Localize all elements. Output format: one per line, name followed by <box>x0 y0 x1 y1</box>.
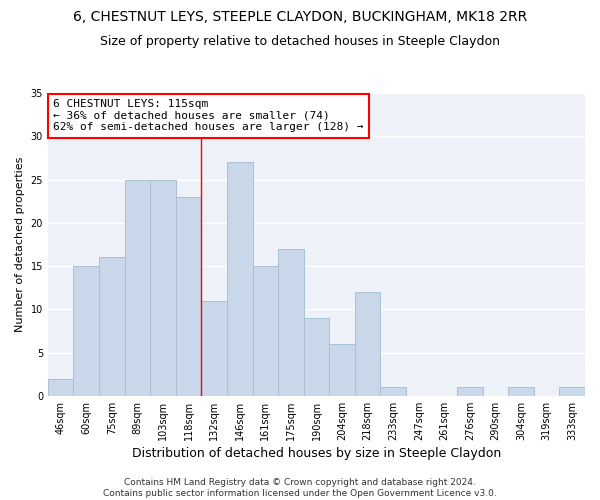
Bar <box>253 266 278 396</box>
Bar <box>355 292 380 396</box>
X-axis label: Distribution of detached houses by size in Steeple Claydon: Distribution of detached houses by size … <box>132 447 501 460</box>
Bar <box>304 318 329 396</box>
Bar <box>176 197 202 396</box>
Bar <box>329 344 355 396</box>
Bar <box>125 180 150 396</box>
Text: 6, CHESTNUT LEYS, STEEPLE CLAYDON, BUCKINGHAM, MK18 2RR: 6, CHESTNUT LEYS, STEEPLE CLAYDON, BUCKI… <box>73 10 527 24</box>
Text: Size of property relative to detached houses in Steeple Claydon: Size of property relative to detached ho… <box>100 35 500 48</box>
Text: Contains HM Land Registry data © Crown copyright and database right 2024.
Contai: Contains HM Land Registry data © Crown c… <box>103 478 497 498</box>
Bar <box>150 180 176 396</box>
Bar <box>278 248 304 396</box>
Bar <box>227 162 253 396</box>
Bar <box>508 387 534 396</box>
Bar <box>73 266 99 396</box>
Bar <box>457 387 482 396</box>
Bar <box>99 258 125 396</box>
Text: 6 CHESTNUT LEYS: 115sqm
← 36% of detached houses are smaller (74)
62% of semi-de: 6 CHESTNUT LEYS: 115sqm ← 36% of detache… <box>53 99 364 132</box>
Bar <box>380 387 406 396</box>
Bar <box>559 387 585 396</box>
Bar <box>202 300 227 396</box>
Bar <box>48 378 73 396</box>
Y-axis label: Number of detached properties: Number of detached properties <box>15 156 25 332</box>
